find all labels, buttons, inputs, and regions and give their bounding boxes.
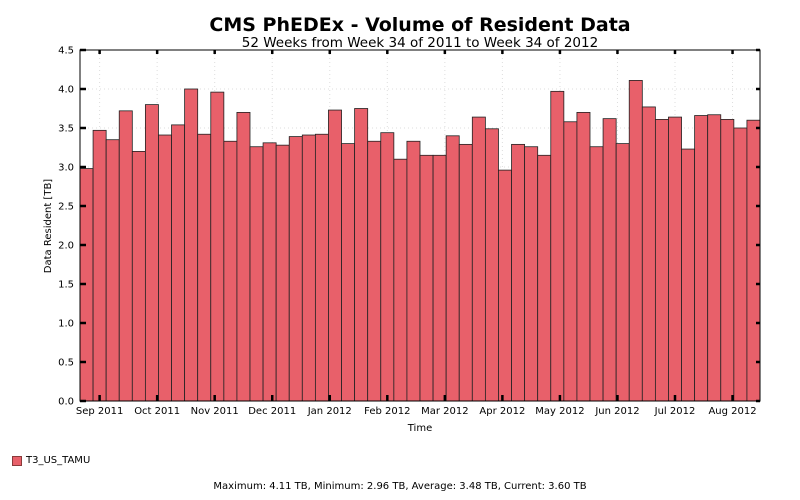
x-tick-label: Sep 2011 bbox=[76, 406, 123, 417]
bar-week-17 bbox=[288, 136, 303, 402]
chart-title: CMS PhEDEx - Volume of Resident Data bbox=[209, 14, 630, 36]
bar-week-21 bbox=[341, 143, 356, 402]
bar-week-36 bbox=[537, 154, 552, 402]
y-tick-label: 0.5 bbox=[58, 358, 74, 369]
x-tick-label: Apr 2012 bbox=[479, 406, 525, 417]
bar-week-11 bbox=[210, 91, 225, 402]
bar-week-16 bbox=[275, 144, 290, 402]
bar-week-49 bbox=[707, 114, 722, 402]
x-tick-label: May 2012 bbox=[535, 406, 584, 417]
summary-footer: Maximum: 4.11 TB, Minimum: 2.96 TB, Aver… bbox=[213, 481, 587, 492]
legend: T3_US_TAMU bbox=[12, 455, 90, 466]
y-tick-label: 1.5 bbox=[58, 280, 74, 291]
bar-week-37 bbox=[550, 90, 565, 402]
bar-week-8 bbox=[171, 124, 186, 402]
plot-frame bbox=[79, 49, 761, 402]
x-tick-label: Dec 2011 bbox=[248, 406, 296, 417]
x-tick-label: Oct 2011 bbox=[134, 406, 180, 417]
bar-week-43 bbox=[628, 80, 643, 402]
bars bbox=[79, 80, 761, 402]
bar-week-19 bbox=[314, 133, 329, 402]
bar-week-5 bbox=[131, 150, 146, 402]
y-tick-label: 0.0 bbox=[58, 397, 74, 408]
y-tick-label: 3.5 bbox=[58, 124, 74, 135]
bar-week-4 bbox=[118, 110, 133, 402]
x-tick-label: Feb 2012 bbox=[364, 406, 410, 417]
bar-week-20 bbox=[328, 109, 342, 402]
y-tick-label: 4.5 bbox=[58, 46, 74, 57]
x-tick-label: Aug 2012 bbox=[708, 406, 756, 417]
bar-week-48 bbox=[694, 115, 709, 402]
bar-week-13 bbox=[236, 112, 251, 402]
bar-week-34 bbox=[511, 143, 526, 402]
bar-week-6 bbox=[144, 104, 159, 402]
bar-week-38 bbox=[563, 121, 578, 402]
bar-week-7 bbox=[158, 134, 172, 402]
x-axis-ticks: Sep 2011 Oct 2011 Nov 2011 Dec 2011 Jan 2012… bbox=[76, 50, 757, 417]
bar-week-33 bbox=[498, 169, 512, 402]
bar-week-27 bbox=[419, 154, 434, 402]
y-tick-label: 3.0 bbox=[58, 163, 74, 174]
bar-week-45 bbox=[654, 119, 669, 402]
bar-week-28 bbox=[432, 154, 447, 402]
bar-week-32 bbox=[484, 128, 499, 402]
bar-week-30 bbox=[458, 143, 473, 402]
y-tick-label: 1.0 bbox=[58, 319, 74, 330]
bar-week-39 bbox=[576, 112, 591, 402]
bar-week-42 bbox=[615, 143, 630, 402]
bar-week-47 bbox=[681, 148, 696, 402]
bar-week-44 bbox=[641, 106, 656, 402]
bar-week-22 bbox=[354, 108, 369, 402]
y-axis-label: Data Resident [TB] bbox=[43, 179, 54, 274]
bar-week-41 bbox=[602, 118, 617, 402]
bar-week-35 bbox=[524, 146, 539, 402]
bar-week-10 bbox=[197, 133, 212, 402]
bar-week-26 bbox=[406, 140, 421, 402]
legend-label: T3_US_TAMU bbox=[26, 455, 91, 466]
y-tick-label: 2.5 bbox=[58, 202, 74, 213]
bar-week-18 bbox=[301, 134, 316, 402]
bar-week-9 bbox=[184, 88, 199, 402]
bar-week-46 bbox=[668, 116, 682, 402]
bar-week-24 bbox=[380, 132, 395, 402]
x-tick-label: Nov 2011 bbox=[191, 406, 239, 417]
bar-week-51 bbox=[733, 127, 748, 402]
y-axis-ticks: 0.0 0.5 1.0 1.5 2.0 2.5 3.0 3.5 4.0 4.5 bbox=[58, 46, 760, 408]
legend-swatch bbox=[12, 455, 22, 466]
bar-week-3 bbox=[105, 139, 120, 402]
y-tick-label: 2.0 bbox=[58, 241, 74, 252]
bar-week-29 bbox=[445, 135, 460, 402]
bar-week-50 bbox=[720, 119, 735, 402]
bar-week-25 bbox=[393, 158, 408, 402]
x-tick-label: Jun 2012 bbox=[594, 406, 639, 417]
bar-week-15 bbox=[262, 142, 277, 402]
y-tick-label: 4.0 bbox=[58, 85, 74, 96]
bar-week-52 bbox=[746, 119, 761, 402]
bar-week-31 bbox=[471, 116, 486, 402]
bar-week-2 bbox=[92, 129, 107, 402]
bar-week-40 bbox=[589, 146, 604, 402]
bar-week-12 bbox=[223, 140, 238, 402]
x-tick-label: Mar 2012 bbox=[421, 406, 469, 417]
chart-subtitle: 52 Weeks from Week 34 of 2011 to Week 34… bbox=[242, 35, 598, 51]
x-tick-label: Jan 2012 bbox=[307, 406, 352, 417]
x-tick-label: Jul 2012 bbox=[654, 406, 696, 417]
bar-week-23 bbox=[367, 140, 382, 402]
bar-week-14 bbox=[249, 146, 264, 402]
x-axis-label: Time bbox=[407, 423, 432, 434]
